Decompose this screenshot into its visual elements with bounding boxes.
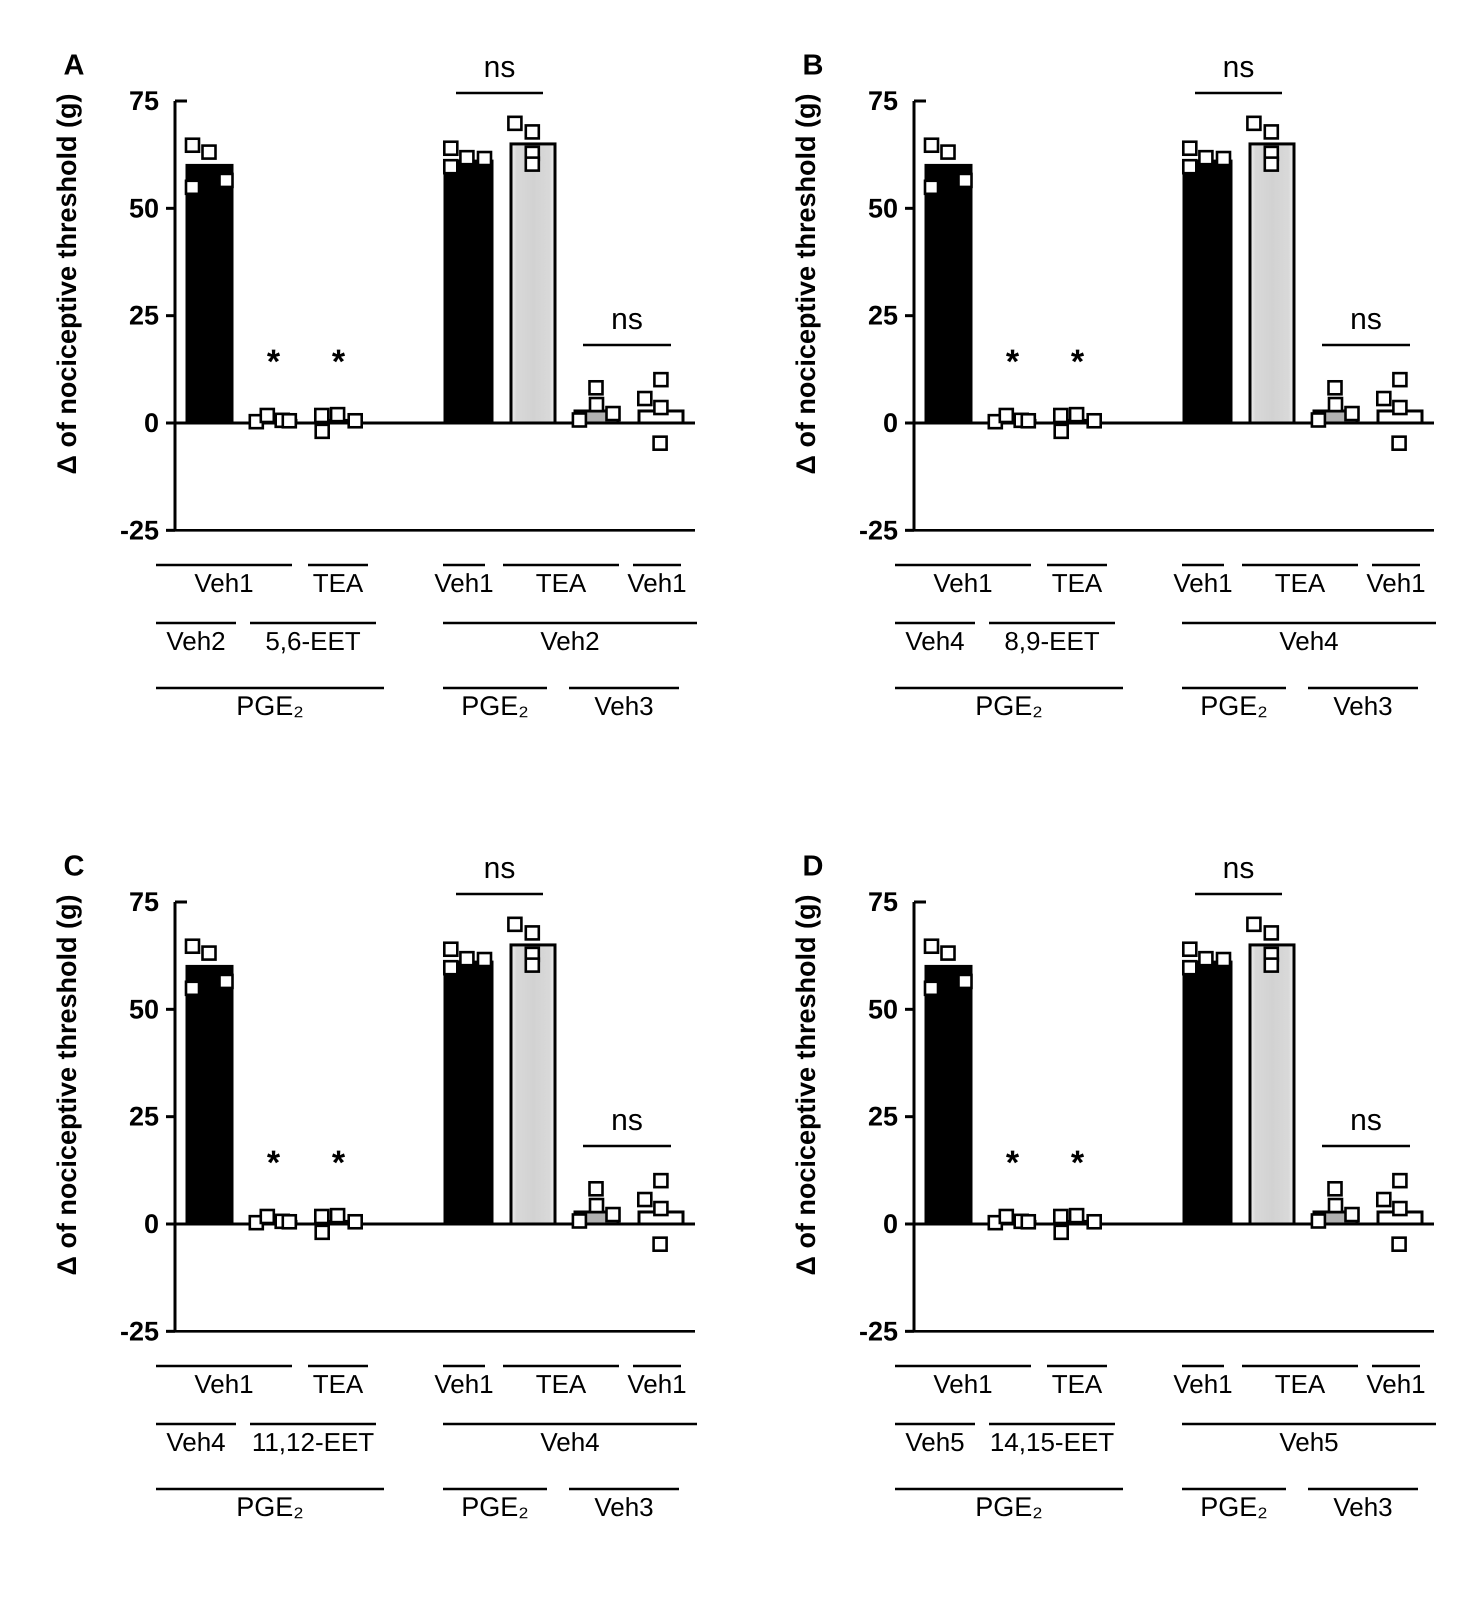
- svg-text:Veh1: Veh1: [1366, 1369, 1425, 1399]
- svg-text:TEA: TEA: [1275, 1369, 1326, 1399]
- svg-text:Veh1: Veh1: [194, 1369, 253, 1399]
- svg-text:TEA: TEA: [1052, 568, 1103, 598]
- svg-text:PGE₂: PGE₂: [461, 1492, 529, 1522]
- svg-text:11,12-EET: 11,12-EET: [252, 1427, 374, 1457]
- svg-text:TEA: TEA: [1052, 1369, 1103, 1399]
- svg-text:Veh3: Veh3: [1333, 691, 1392, 721]
- svg-text:8,9-EET: 8,9-EET: [1004, 626, 1099, 656]
- svg-text:75: 75: [129, 887, 159, 917]
- svg-text:-25: -25: [120, 1316, 159, 1346]
- svg-text:Δ of nociceptive threshold (g): Δ of nociceptive threshold (g): [791, 94, 821, 475]
- svg-text:Veh5: Veh5: [1279, 1427, 1338, 1457]
- svg-text:ns: ns: [611, 303, 643, 336]
- svg-text:A: A: [64, 50, 85, 82]
- svg-text:TEA: TEA: [313, 1369, 364, 1399]
- svg-text:Veh4: Veh4: [166, 1427, 225, 1457]
- svg-text:-25: -25: [859, 515, 898, 545]
- svg-text:ns: ns: [1223, 51, 1255, 84]
- svg-text:14,15-EET: 14,15-EET: [990, 1427, 1114, 1457]
- svg-text:Veh4: Veh4: [540, 1427, 599, 1457]
- svg-text:TEA: TEA: [536, 568, 587, 598]
- svg-text:50: 50: [868, 193, 898, 223]
- svg-text:-25: -25: [859, 1316, 898, 1346]
- svg-text:Veh1: Veh1: [933, 568, 992, 598]
- svg-text:PGE₂: PGE₂: [1200, 691, 1268, 721]
- svg-text:25: 25: [129, 1102, 159, 1132]
- svg-text:0: 0: [144, 408, 159, 438]
- svg-text:*: *: [1006, 1144, 1020, 1182]
- svg-text:25: 25: [868, 301, 898, 331]
- svg-text:50: 50: [129, 193, 159, 223]
- svg-text:Veh1: Veh1: [1366, 568, 1425, 598]
- svg-text:Veh1: Veh1: [1173, 568, 1232, 598]
- svg-text:C: C: [64, 851, 85, 883]
- svg-text:TEA: TEA: [1275, 568, 1326, 598]
- svg-text:TEA: TEA: [536, 1369, 587, 1399]
- svg-text:*: *: [267, 343, 281, 381]
- svg-text:Veh5: Veh5: [905, 1427, 964, 1457]
- svg-text:-25: -25: [120, 515, 159, 545]
- svg-text:TEA: TEA: [313, 568, 364, 598]
- svg-text:*: *: [267, 1144, 281, 1182]
- svg-text:Δ of nociceptive threshold (g): Δ of nociceptive threshold (g): [52, 94, 82, 475]
- svg-text:0: 0: [144, 1209, 159, 1239]
- svg-text:75: 75: [868, 887, 898, 917]
- svg-text:Δ of nociceptive threshold (g): Δ of nociceptive threshold (g): [791, 895, 821, 1276]
- svg-text:*: *: [1071, 343, 1085, 381]
- svg-text:Veh1: Veh1: [194, 568, 253, 598]
- svg-text:Veh1: Veh1: [434, 1369, 493, 1399]
- svg-text:75: 75: [129, 86, 159, 116]
- svg-text:PGE₂: PGE₂: [236, 691, 304, 721]
- svg-text:B: B: [803, 50, 824, 82]
- svg-text:ns: ns: [1223, 852, 1255, 885]
- svg-text:Veh3: Veh3: [594, 1492, 653, 1522]
- svg-text:*: *: [332, 1144, 346, 1182]
- svg-text:*: *: [1006, 343, 1020, 381]
- svg-text:0: 0: [883, 408, 898, 438]
- svg-text:PGE₂: PGE₂: [236, 1492, 304, 1522]
- svg-text:*: *: [1071, 1144, 1085, 1182]
- svg-text:Veh3: Veh3: [1333, 1492, 1392, 1522]
- svg-text:75: 75: [868, 86, 898, 116]
- svg-text:*: *: [332, 343, 346, 381]
- svg-text:ns: ns: [1350, 1104, 1382, 1137]
- svg-text:50: 50: [129, 994, 159, 1024]
- svg-text:ns: ns: [484, 852, 516, 885]
- svg-text:25: 25: [868, 1102, 898, 1132]
- svg-text:Veh4: Veh4: [1279, 626, 1338, 656]
- svg-text:Veh4: Veh4: [905, 626, 964, 656]
- svg-text:50: 50: [868, 994, 898, 1024]
- svg-text:Veh1: Veh1: [1173, 1369, 1232, 1399]
- svg-text:ns: ns: [484, 51, 516, 84]
- svg-text:Veh2: Veh2: [540, 626, 599, 656]
- svg-text:Veh1: Veh1: [627, 1369, 686, 1399]
- svg-text:0: 0: [883, 1209, 898, 1239]
- svg-text:PGE₂: PGE₂: [975, 1492, 1043, 1522]
- svg-text:Veh1: Veh1: [434, 568, 493, 598]
- svg-text:ns: ns: [611, 1104, 643, 1137]
- svg-text:5,6-EET: 5,6-EET: [265, 626, 360, 656]
- svg-text:Veh3: Veh3: [594, 691, 653, 721]
- svg-text:Veh1: Veh1: [933, 1369, 992, 1399]
- svg-text:PGE₂: PGE₂: [461, 691, 529, 721]
- svg-text:PGE₂: PGE₂: [975, 691, 1043, 721]
- svg-text:PGE₂: PGE₂: [1200, 1492, 1268, 1522]
- svg-text:25: 25: [129, 301, 159, 331]
- svg-text:Veh1: Veh1: [627, 568, 686, 598]
- svg-text:D: D: [803, 851, 824, 883]
- svg-text:Δ of nociceptive threshold (g): Δ of nociceptive threshold (g): [52, 895, 82, 1276]
- svg-text:ns: ns: [1350, 303, 1382, 336]
- svg-text:Veh2: Veh2: [166, 626, 225, 656]
